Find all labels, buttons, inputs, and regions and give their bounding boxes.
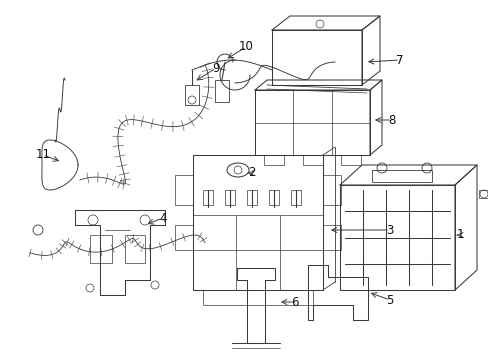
Text: 10: 10 [238, 40, 253, 54]
Text: 5: 5 [386, 293, 393, 306]
Bar [215, 80, 228, 102]
Bar [175, 225, 193, 250]
Bar [268, 190, 279, 205]
Bar [203, 290, 312, 305]
Bar [290, 190, 301, 205]
Bar [90, 235, 112, 263]
Text: 11: 11 [36, 148, 50, 162]
Text: 9: 9 [212, 62, 219, 75]
Bar [254, 90, 369, 155]
Bar [371, 170, 431, 182]
Bar [125, 235, 145, 263]
Bar [224, 190, 235, 205]
Bar [323, 225, 340, 250]
Text: 3: 3 [386, 224, 393, 237]
Bar [203, 190, 213, 205]
Text: 1: 1 [455, 229, 463, 242]
Text: 4: 4 [159, 211, 166, 225]
Bar [340, 155, 360, 165]
Bar [339, 185, 454, 290]
Text: 8: 8 [387, 113, 395, 126]
Bar [193, 155, 323, 290]
Text: 2: 2 [248, 166, 255, 180]
Bar [478, 190, 488, 198]
Bar [264, 155, 284, 165]
Bar [246, 190, 257, 205]
Bar [323, 175, 340, 205]
Text: 6: 6 [291, 296, 298, 309]
Bar [271, 30, 361, 85]
Bar [184, 85, 199, 105]
Bar [302, 155, 322, 165]
Bar [175, 175, 193, 205]
Text: 7: 7 [395, 54, 403, 67]
